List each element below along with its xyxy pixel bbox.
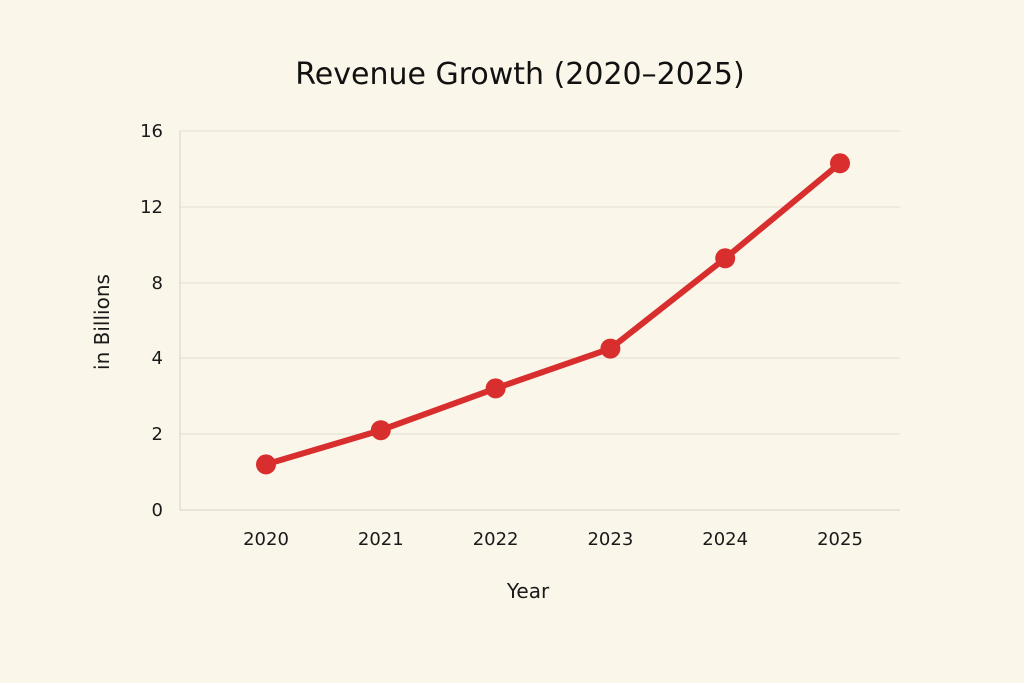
y-tick-label: 12 xyxy=(140,197,163,218)
y-tick-label: 0 xyxy=(152,500,163,521)
gridlines xyxy=(179,130,900,511)
y-tick-label: 4 xyxy=(152,348,163,369)
y-axis-label: in Billions xyxy=(90,274,114,370)
data-point xyxy=(715,248,736,269)
x-tick-label: 2021 xyxy=(358,529,404,550)
x-tick-label: 2023 xyxy=(587,529,633,550)
x-tick-label: 2020 xyxy=(243,529,289,550)
x-axis-label: Year xyxy=(506,579,550,603)
y-tick-label: 16 xyxy=(140,121,163,142)
x-tick-label: 2024 xyxy=(702,529,748,550)
data-point xyxy=(830,153,850,174)
data-point xyxy=(256,454,276,475)
y-tick-label: 8 xyxy=(152,273,163,294)
data-point xyxy=(485,378,506,399)
series-line xyxy=(263,160,843,468)
data-point xyxy=(600,338,621,359)
chart-title: Revenue Growth (2020–2025) xyxy=(295,57,744,92)
x-axis-ticks: 2020 2021 2022 2023 2024 2025 xyxy=(243,529,863,550)
data-series xyxy=(256,153,850,475)
data-point xyxy=(370,420,391,441)
y-tick-label: 2 xyxy=(152,424,163,445)
x-tick-label: 2022 xyxy=(473,529,519,550)
x-tick-label: 2025 xyxy=(817,529,863,550)
y-axis-ticks: 0 2 4 8 12 16 xyxy=(140,121,163,521)
